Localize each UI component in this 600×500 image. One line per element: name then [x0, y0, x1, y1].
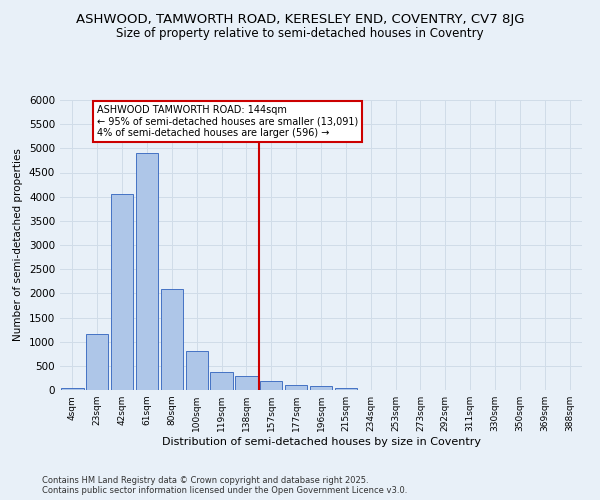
- Bar: [211, 372, 233, 390]
- Bar: [185, 352, 208, 390]
- Text: Contains HM Land Registry data © Crown copyright and database right 2025.
Contai: Contains HM Land Registry data © Crown c…: [42, 476, 407, 495]
- Text: ASHWOOD, TAMWORTH ROAD, KERESLEY END, COVENTRY, CV7 8JG: ASHWOOD, TAMWORTH ROAD, KERESLEY END, CO…: [76, 12, 524, 26]
- Bar: [111, 194, 133, 390]
- Bar: [86, 334, 109, 390]
- Text: ASHWOOD TAMWORTH ROAD: 144sqm
← 95% of semi-detached houses are smaller (13,091): ASHWOOD TAMWORTH ROAD: 144sqm ← 95% of s…: [97, 105, 359, 138]
- Bar: [285, 385, 307, 390]
- X-axis label: Distribution of semi-detached houses by size in Coventry: Distribution of semi-detached houses by …: [161, 437, 481, 447]
- Bar: [161, 288, 183, 390]
- Text: Size of property relative to semi-detached houses in Coventry: Size of property relative to semi-detach…: [116, 28, 484, 40]
- Bar: [310, 386, 332, 390]
- Y-axis label: Number of semi-detached properties: Number of semi-detached properties: [13, 148, 23, 342]
- Bar: [136, 153, 158, 390]
- Bar: [61, 388, 83, 390]
- Bar: [260, 382, 283, 390]
- Bar: [235, 376, 257, 390]
- Bar: [335, 388, 357, 390]
